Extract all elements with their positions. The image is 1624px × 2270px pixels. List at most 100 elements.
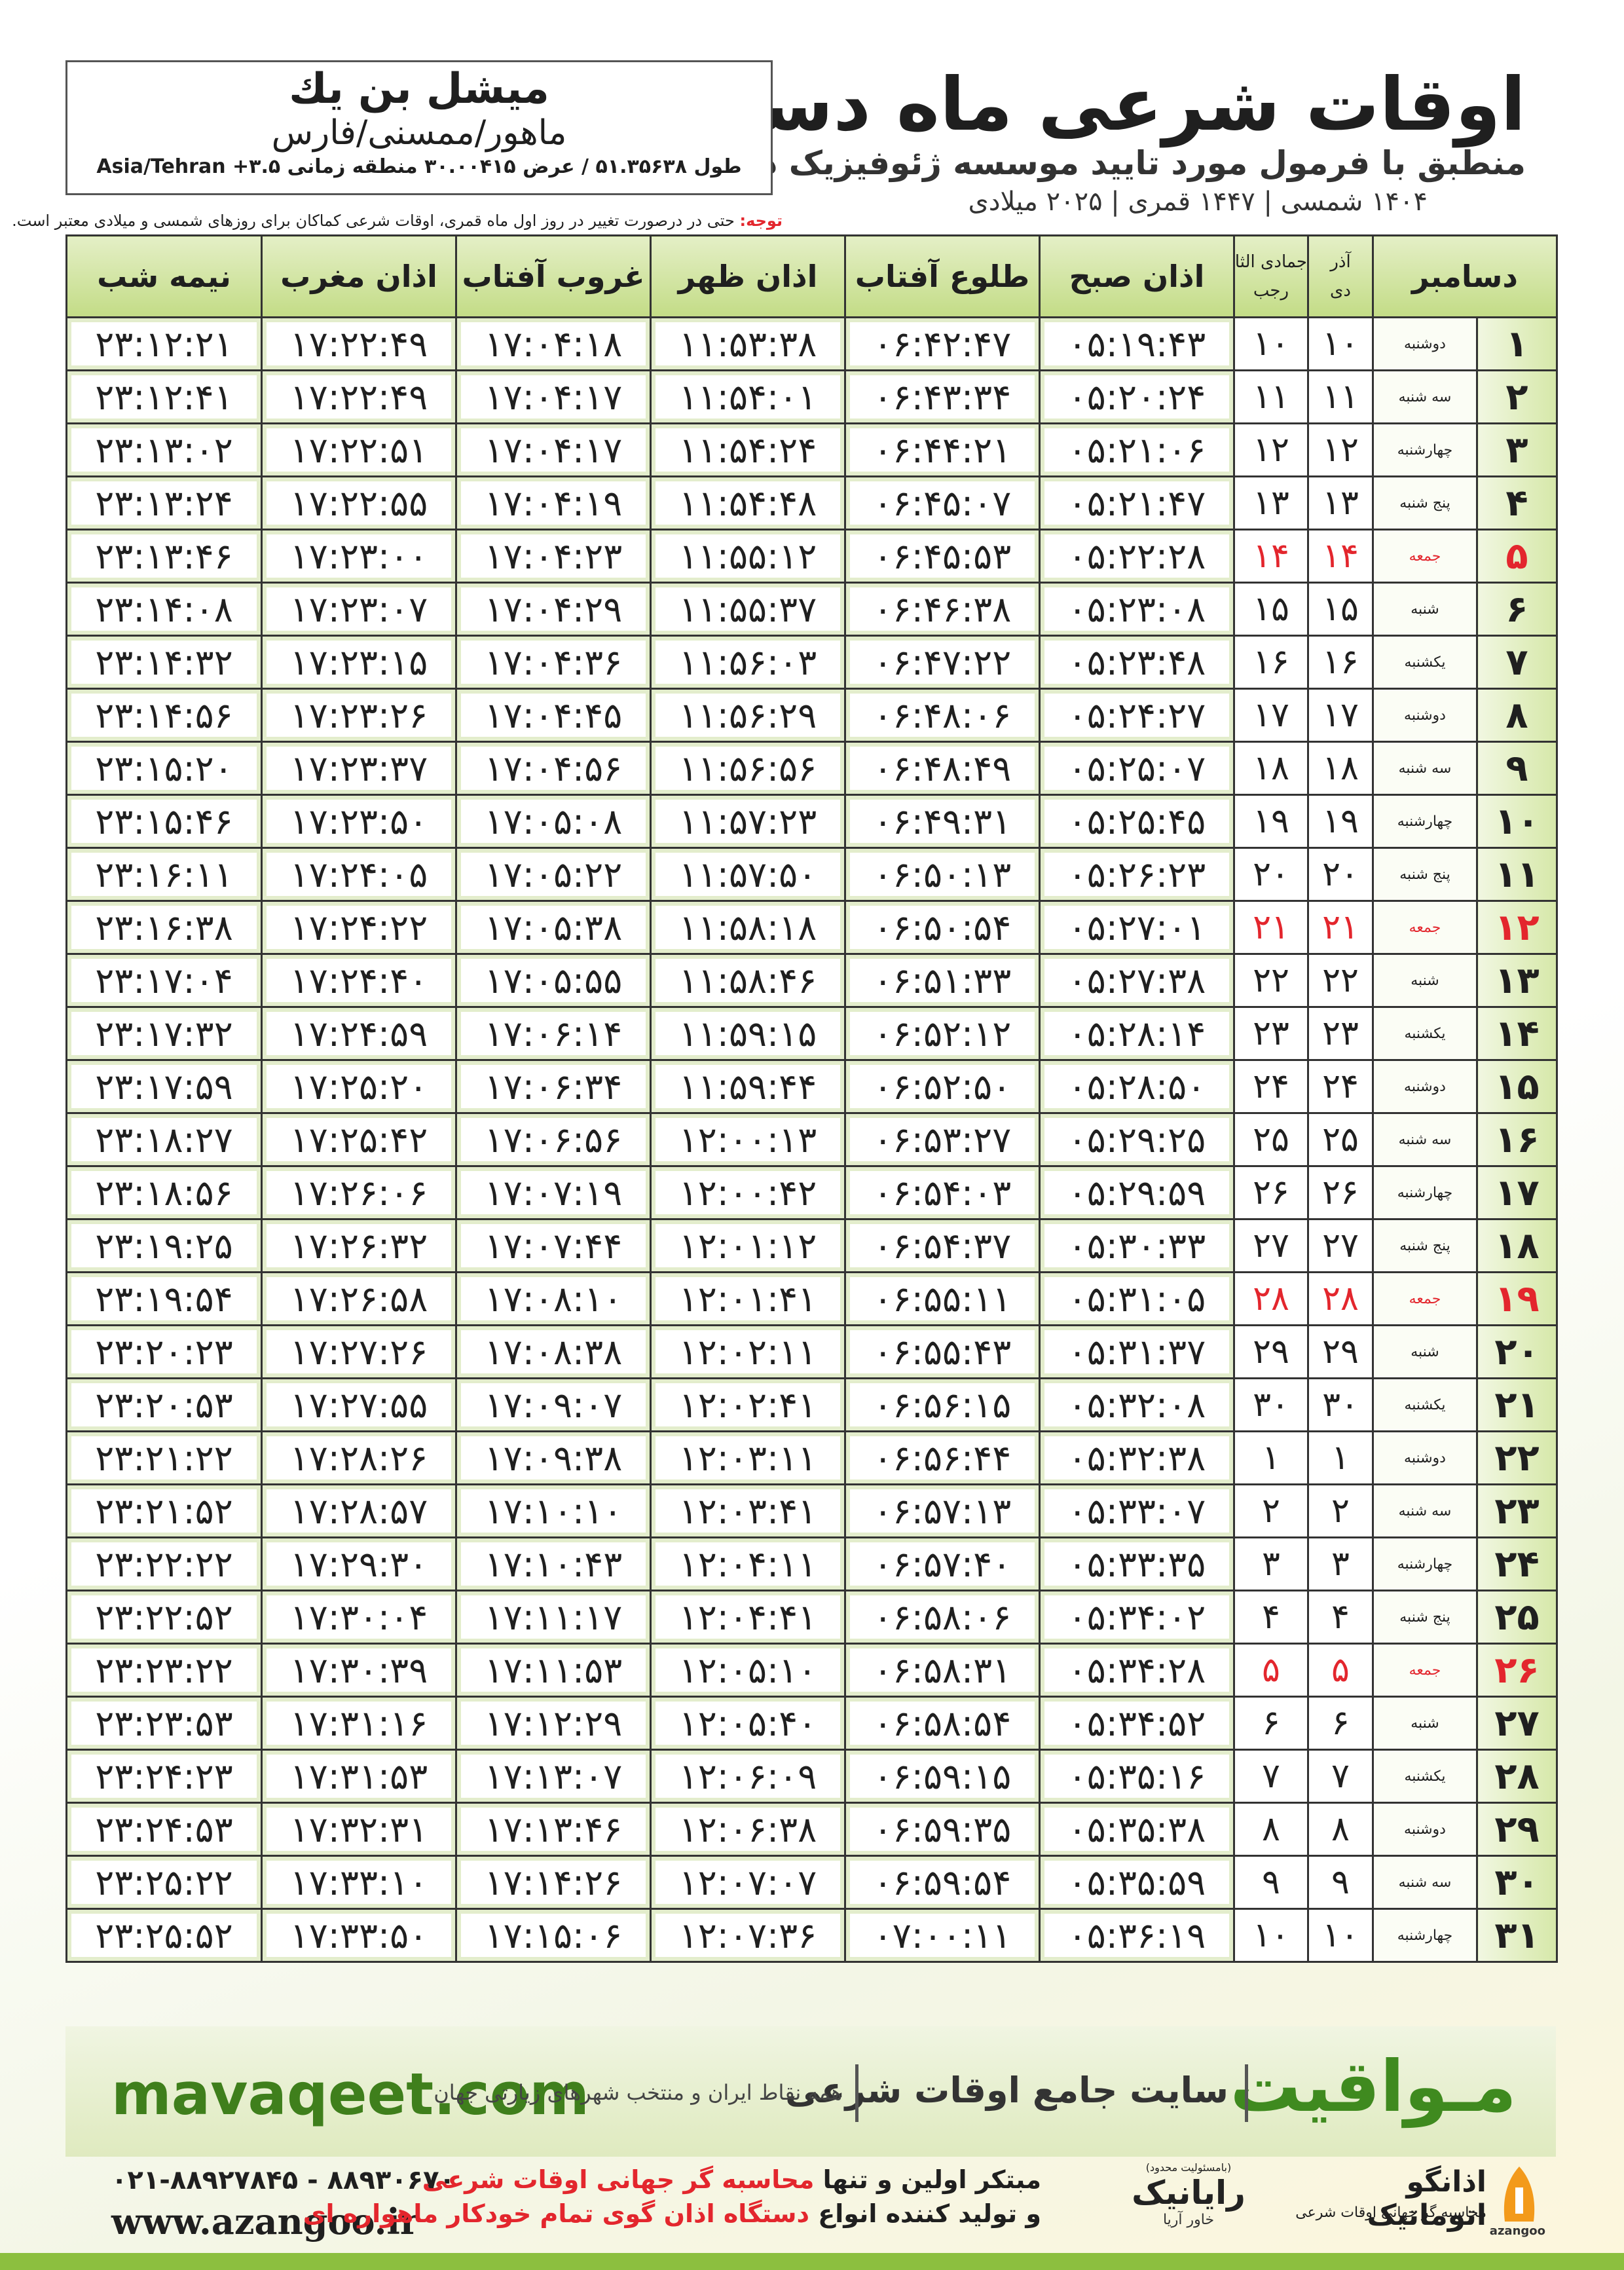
time: ۰۶:۵۸:۵۴ — [844, 1696, 1041, 1751]
day-number: ۲۵ — [1476, 1590, 1558, 1645]
time: ۱۱:۵۹:۱۵ — [650, 1006, 846, 1061]
time: ۰۶:۵۲:۵۰ — [844, 1059, 1041, 1114]
weekday: دوشنبه — [1372, 688, 1478, 743]
time: ۰۵:۲۷:۳۸ — [1039, 953, 1235, 1008]
weekday: سه شنبه — [1372, 1855, 1478, 1910]
time: ۱۱:۵۴:۴۸ — [650, 475, 846, 530]
weekday: پنج شنبه — [1372, 1218, 1478, 1273]
table-row: ۷ یکشنبه ۱۶ ۱۶ ۰۵:۲۳:۴۸ ۰۶:۴۷:۲۲ ۱۱:۵۶:۰۳ ۱۷:۰۴… — [65, 635, 1558, 690]
time: ۱۷:۲۷:۵۵ — [261, 1377, 457, 1432]
time: ۰۵:۲۸:۵۰ — [1039, 1059, 1235, 1114]
time: ۰۵:۳۴:۲۸ — [1039, 1643, 1235, 1698]
shamsi-day: ۲۱ — [1307, 900, 1374, 955]
day-number: ۲۹ — [1476, 1802, 1558, 1857]
day-number: ۳۰ — [1476, 1855, 1558, 1910]
time: ۱۲:۰۰:۱۳ — [650, 1112, 846, 1167]
qamari-day: ۱۳ — [1233, 475, 1309, 530]
qamari-day: ۲۳ — [1233, 1006, 1309, 1061]
table-row: ۴ پنج شنبه ۱۳ ۱۳ ۰۵:۲۱:۴۷ ۰۶:۴۵:۰۷ ۱۱:۵۴:۴۸ ۱۷:… — [65, 475, 1558, 530]
qamari-day: ۲۱ — [1233, 900, 1309, 955]
qamari-day: ۱۴ — [1233, 529, 1309, 584]
time: ۰۷:۰۰:۱۱ — [844, 1908, 1041, 1963]
shamsi-day: ۵ — [1307, 1643, 1374, 1698]
time: ۲۳:۱۷:۵۹ — [65, 1059, 263, 1114]
day-number: ۱۰ — [1476, 794, 1558, 849]
day-number: ۹ — [1476, 741, 1558, 796]
weekday: چهارشنبه — [1372, 1908, 1478, 1963]
shamsi-day: ۱۷ — [1307, 688, 1374, 743]
time: ۰۵:۲۲:۲۸ — [1039, 529, 1235, 584]
promo-line: مبتکر اولین و تنها محاسبه گر جهانی اوقات… — [422, 2165, 1041, 2194]
time: ۲۳:۲۰:۵۳ — [65, 1377, 263, 1432]
table-row: ۶ شنبه ۱۵ ۱۵ ۰۵:۲۳:۰۸ ۰۶:۴۶:۳۸ ۱۱:۵۵:۳۷ ۱۷:۰۴:۲… — [65, 582, 1558, 637]
location-name: میشل بن یك — [289, 65, 549, 113]
time: ۱۷:۰۷:۱۹ — [455, 1165, 652, 1220]
time: ۲۳:۲۱:۵۲ — [65, 1483, 263, 1538]
shamsi-day: ۲۵ — [1307, 1112, 1374, 1167]
qamari-day: ۲۲ — [1233, 953, 1309, 1008]
time: ۰۶:۵۹:۵۴ — [844, 1855, 1041, 1910]
note-text: حتی در درصورت تغییر در روز اول ماه قمری،… — [12, 212, 735, 230]
time: ۰۵:۲۳:۰۸ — [1039, 582, 1235, 637]
time: ۰۶:۴۳:۳۴ — [844, 369, 1041, 424]
qamari-day: ۳۰ — [1233, 1377, 1309, 1432]
time: ۲۳:۱۶:۱۱ — [65, 847, 263, 902]
qamari-day: ۱۱ — [1233, 369, 1309, 424]
note-label: توجه: — [739, 212, 783, 230]
time: ۱۷:۲۳:۳۷ — [261, 741, 457, 796]
table-row: ۱۸ پنج شنبه ۲۷ ۲۷ ۰۵:۳۰:۳۳ ۰۶:۵۴:۳۷ ۱۲:۰۱:۱۲ ۱۷… — [65, 1218, 1558, 1273]
table-row: ۱۲ جمعه ۲۱ ۲۱ ۰۵:۲۷:۰۱ ۰۶:۵۰:۵۴ ۱۱:۵۸:۱۸ ۱۷:۰۵:… — [65, 900, 1558, 955]
time: ۲۳:۱۹:۲۵ — [65, 1218, 263, 1273]
time: ۰۵:۲۵:۴۵ — [1039, 794, 1235, 849]
table-row: ۲۷ شنبه ۶ ۶ ۰۵:۳۴:۵۲ ۰۶:۵۸:۵۴ ۱۲:۰۵:۴۰ ۱۷:۱۲:۲۹… — [65, 1696, 1558, 1751]
time: ۰۵:۲۶:۲۳ — [1039, 847, 1235, 902]
time: ۲۳:۱۴:۰۸ — [65, 582, 263, 637]
time: ۱۲:۰۷:۰۷ — [650, 1855, 846, 1910]
day-number: ۱۶ — [1476, 1112, 1558, 1167]
time: ۰۵:۲۳:۴۸ — [1039, 635, 1235, 690]
time: ۱۷:۲۸:۲۶ — [261, 1430, 457, 1485]
time: ۱۷:۰۶:۳۴ — [455, 1059, 652, 1114]
weekday: پنج شنبه — [1372, 847, 1478, 902]
time: ۱۷:۲۳:۱۵ — [261, 635, 457, 690]
footer-site: mavaqeet.com — [111, 2060, 589, 2128]
time: ۱۷:۰۶:۵۶ — [455, 1112, 652, 1167]
time: ۱۲:۰۶:۰۹ — [650, 1749, 846, 1804]
table-row: ۹ سه شنبه ۱۸ ۱۸ ۰۵:۲۵:۰۷ ۰۶:۴۸:۴۹ ۱۱:۵۶:۵۶ ۱۷:۰… — [65, 741, 1558, 796]
header-cell: نیمه شب — [65, 234, 263, 318]
time: ۲۳:۱۵:۲۰ — [65, 741, 263, 796]
time: ۰۶:۵۷:۴۰ — [844, 1536, 1041, 1591]
qamari-day: ۱۰ — [1233, 316, 1309, 371]
qamari-day: ۷ — [1233, 1749, 1309, 1804]
promo-line: و تولید کننده انواع دستگاه اذان گوی تمام… — [303, 2199, 1041, 2228]
shamsi-day: ۲۷ — [1307, 1218, 1374, 1273]
day-number: ۱۱ — [1476, 847, 1558, 902]
shamsi-day: ۱۱ — [1307, 369, 1374, 424]
weekday: شنبه — [1372, 1324, 1478, 1379]
weekday: دوشنبه — [1372, 316, 1478, 371]
day-number: ۷ — [1476, 635, 1558, 690]
table-row: ۲۳ سه شنبه ۲ ۲ ۰۵:۳۳:۰۷ ۰۶:۵۷:۱۳ ۱۲:۰۳:۴۱ ۱۷:۱۰… — [65, 1483, 1558, 1538]
time: ۱۲:۰۴:۴۱ — [650, 1590, 846, 1645]
time: ۱۷:۰۴:۲۳ — [455, 529, 652, 584]
shamsi-day: ۱۰ — [1307, 316, 1374, 371]
shamsi-day: ۲ — [1307, 1483, 1374, 1538]
table-row: ۱۳ شنبه ۲۲ ۲۲ ۰۵:۲۷:۳۸ ۰۶:۵۱:۳۳ ۱۱:۵۸:۴۶ ۱۷:۰۵:… — [65, 953, 1558, 1008]
shamsi-day: ۲۴ — [1307, 1059, 1374, 1114]
day-number: ۵ — [1476, 529, 1558, 584]
table-row: ۲۱ یکشنبه ۳۰ ۳۰ ۰۵:۳۲:۰۸ ۰۶:۵۶:۱۵ ۱۲:۰۲:۴۱ ۱۷:۰… — [65, 1377, 1558, 1432]
time: ۱۷:۲۳:۵۰ — [261, 794, 457, 849]
time: ۲۳:۱۵:۴۶ — [65, 794, 263, 849]
time: ۱۱:۵۹:۴۴ — [650, 1059, 846, 1114]
promo-text: و تولید کننده انواع — [818, 2199, 1041, 2228]
location-coordinates: طول ۵۱.۳۵۶۳۸ / عرض ۳۰.۰۰۴۱۵ منطقه زمانی … — [96, 155, 742, 178]
time: ۰۶:۵۹:۳۵ — [844, 1802, 1041, 1857]
qamari-day: ۲۹ — [1233, 1324, 1309, 1379]
table-row: ۲۹ دوشنبه ۸ ۸ ۰۵:۳۵:۳۸ ۰۶:۵۹:۳۵ ۱۲:۰۶:۳۸ ۱۷:۱۳:… — [65, 1802, 1558, 1857]
time: ۱۲:۰۵:۴۰ — [650, 1696, 846, 1751]
time: ۱۷:۰۴:۱۹ — [455, 475, 652, 530]
table-body: ۱ دوشنبه ۱۰ ۱۰ ۰۵:۱۹:۴۳ ۰۶:۴۲:۴۷ ۱۱:۵۳:۳۸ ۱۷:۰۴… — [65, 316, 1558, 1963]
time: ۰۶:۵۸:۰۶ — [844, 1590, 1041, 1645]
header-cell: اذان صبح — [1039, 234, 1235, 318]
table-row: ۲۸ یکشنبه ۷ ۷ ۰۵:۳۵:۱۶ ۰۶:۵۹:۱۵ ۱۲:۰۶:۰۹ ۱۷:۱۳:… — [65, 1749, 1558, 1804]
